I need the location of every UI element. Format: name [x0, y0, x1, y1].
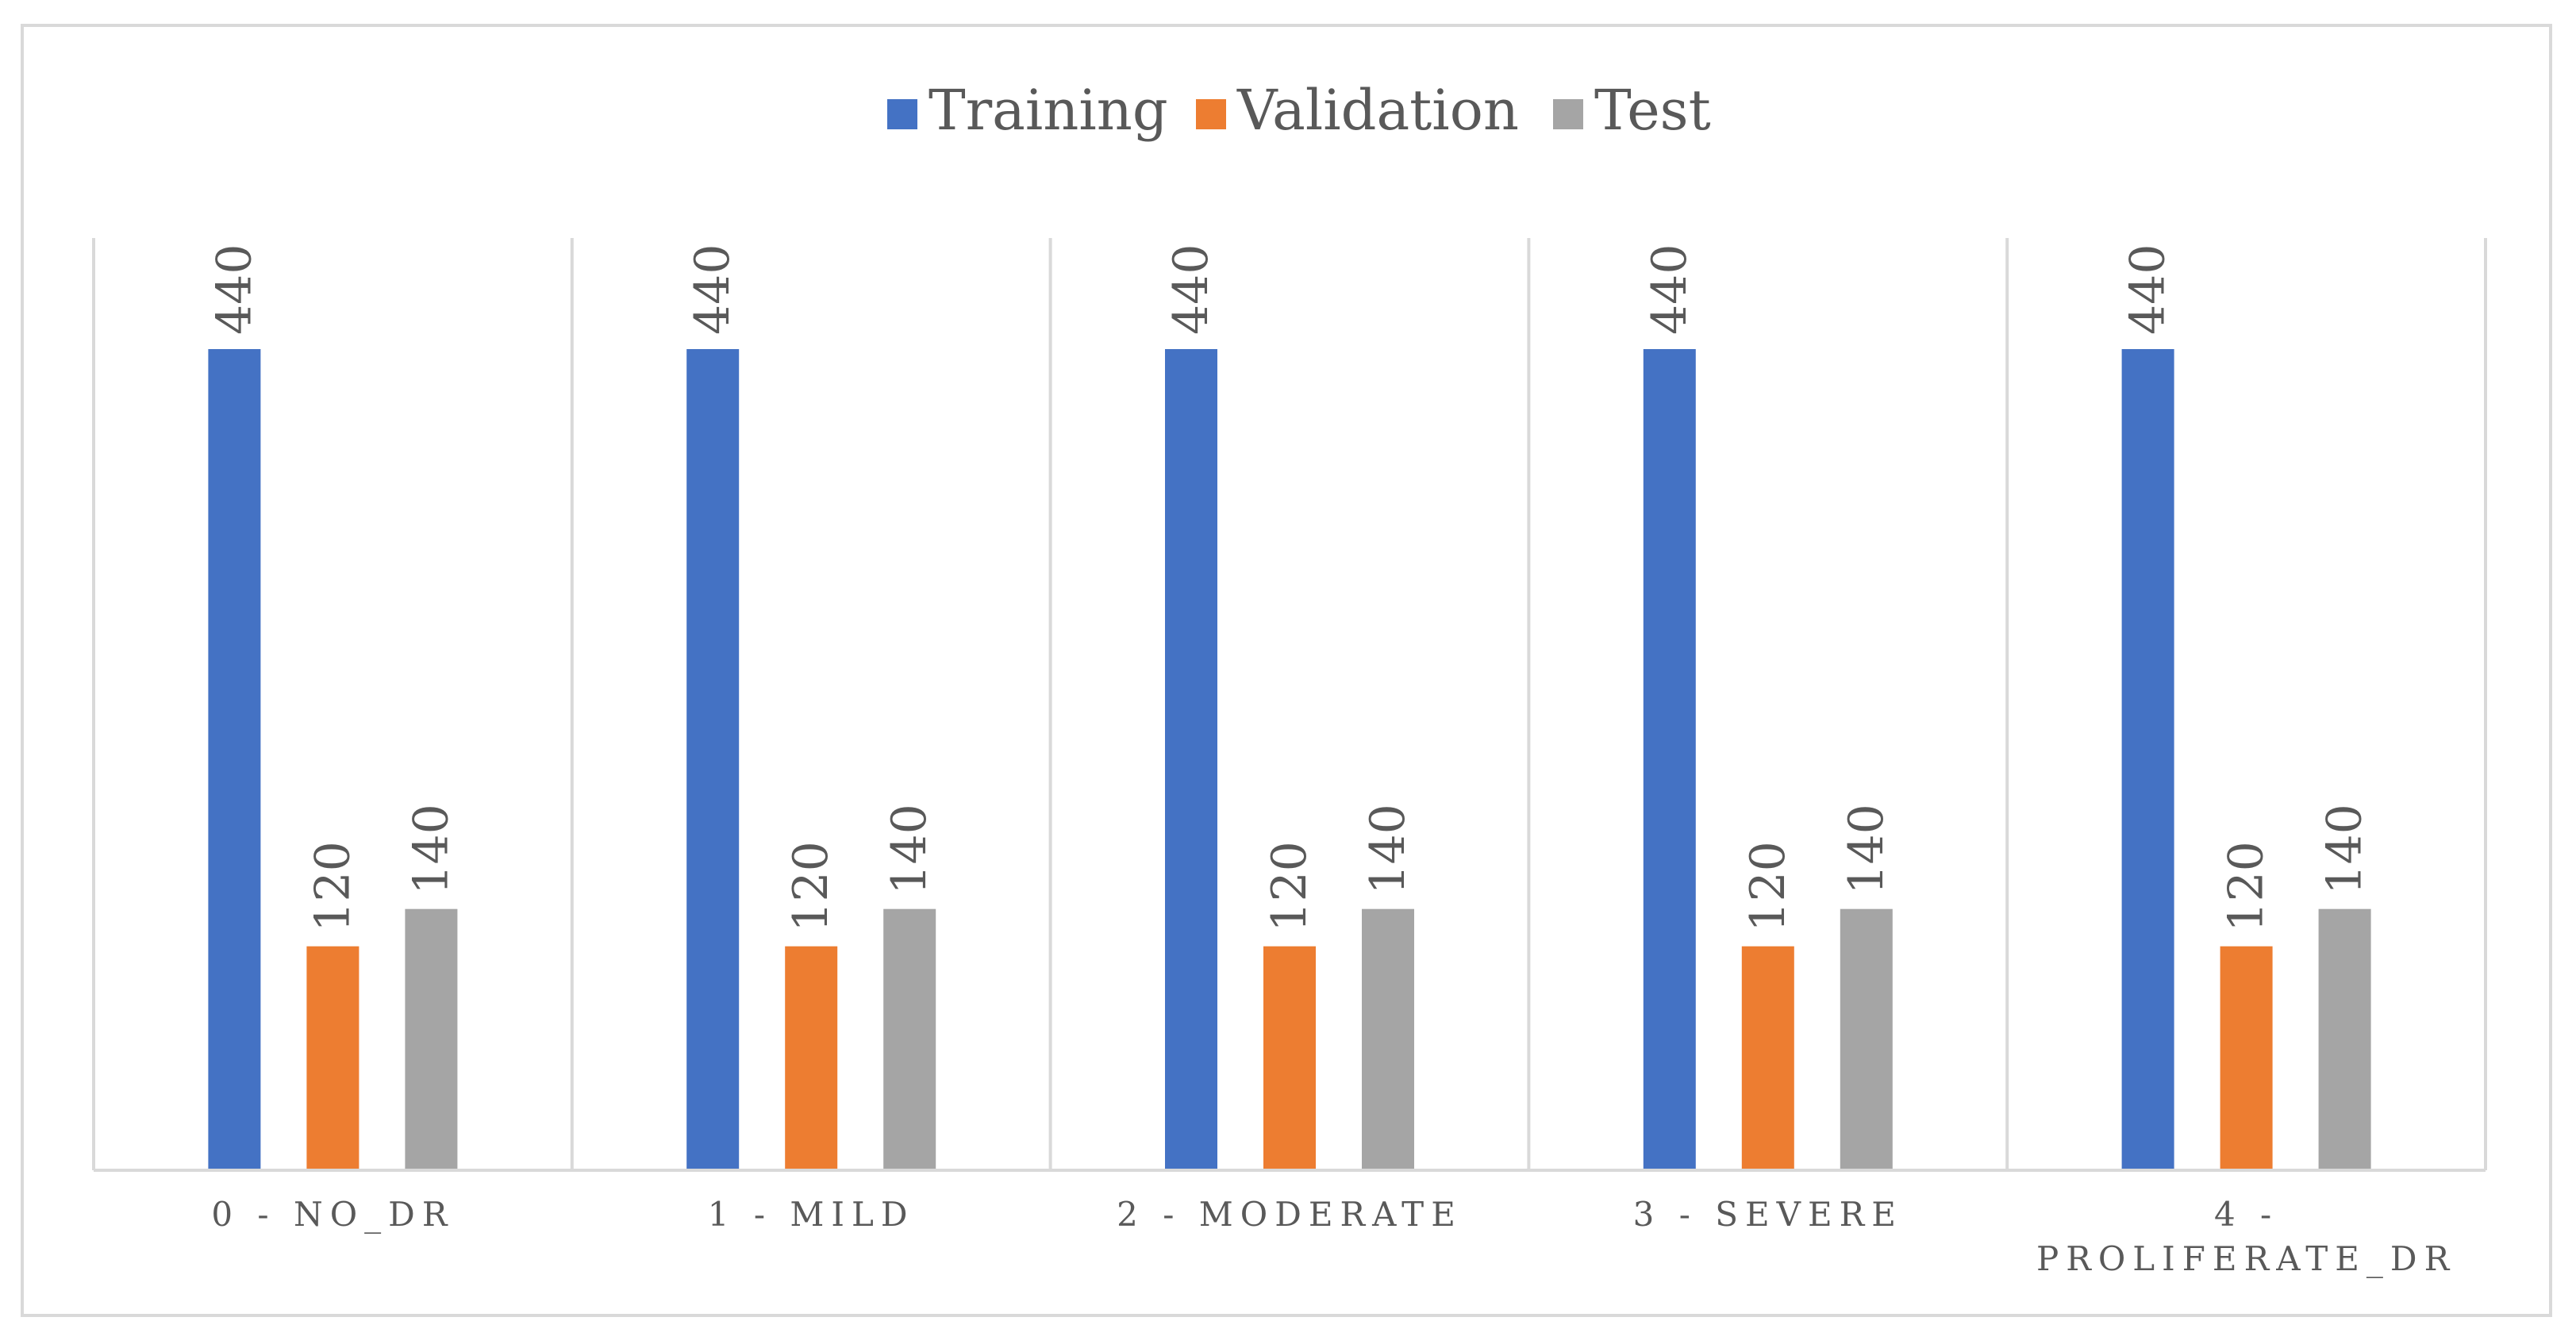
data-label-training-2: 440 — [1163, 244, 1219, 335]
bar-test-1 — [883, 908, 936, 1170]
bar-validation-1 — [785, 946, 838, 1170]
x-axis: 0 - NO_DR 1 - MILD 2 - MODERATE 3 - SEVERE 4… — [94, 1169, 2486, 1278]
data-label-training-1: 440 — [685, 244, 740, 335]
data-label-training-4: 440 — [2120, 244, 2176, 335]
bar-test-4 — [2318, 908, 2371, 1170]
data-label-test-3: 140 — [1839, 804, 1894, 895]
category-separators — [92, 238, 2487, 1170]
bar-test-0 — [405, 908, 458, 1170]
x-tick-label: 3 - SEVERE — [1633, 1195, 1903, 1234]
bars — [208, 349, 2371, 1170]
legend: Training Validation Test — [887, 78, 1711, 143]
bar-training-2 — [1165, 349, 1217, 1170]
legend-swatch-validation — [1196, 99, 1226, 129]
data-label-test-4: 140 — [2317, 804, 2373, 895]
bar-validation-3 — [1741, 946, 1794, 1170]
data-label-validation-2: 120 — [1262, 841, 1317, 932]
data-label-validation-1: 120 — [783, 841, 839, 932]
bar-test-3 — [1840, 908, 1893, 1170]
x-tick-label: 1 - MILD — [708, 1195, 915, 1234]
data-label-training-0: 440 — [206, 244, 262, 335]
data-label-test-2: 140 — [1360, 804, 1416, 895]
bar-test-2 — [1362, 908, 1414, 1170]
data-label-validation-0: 120 — [305, 841, 360, 932]
data-label-training-3: 440 — [1642, 244, 1697, 335]
bar-training-4 — [2121, 349, 2174, 1170]
bar-training-1 — [686, 349, 740, 1170]
bar-validation-0 — [306, 946, 359, 1170]
x-tick-label: PROLIFERATE_DR — [2036, 1239, 2456, 1278]
legend-label-training: Training — [929, 78, 1168, 143]
bar-validation-4 — [2220, 946, 2273, 1170]
data-label-test-1: 140 — [882, 804, 937, 895]
x-tick-label: 4 - — [2214, 1195, 2278, 1234]
x-tick-label: 2 - MODERATE — [1117, 1195, 1463, 1234]
data-label-validation-4: 120 — [2219, 841, 2274, 932]
bar-training-3 — [1643, 349, 1696, 1170]
bar-training-0 — [208, 349, 261, 1170]
data-label-test-0: 140 — [403, 804, 459, 895]
legend-label-validation: Validation — [1236, 78, 1519, 143]
data-labels: 440 120 140 440 120 140 440 120 140 440 120 140 440 1… — [206, 244, 2372, 931]
legend-label-test: Test — [1594, 78, 1711, 143]
data-label-validation-3: 120 — [1740, 841, 1796, 932]
x-tick-label: 0 - NO_DR — [211, 1195, 454, 1234]
legend-swatch-test — [1553, 99, 1583, 129]
bar-validation-2 — [1263, 946, 1316, 1170]
legend-swatch-training — [887, 99, 917, 129]
